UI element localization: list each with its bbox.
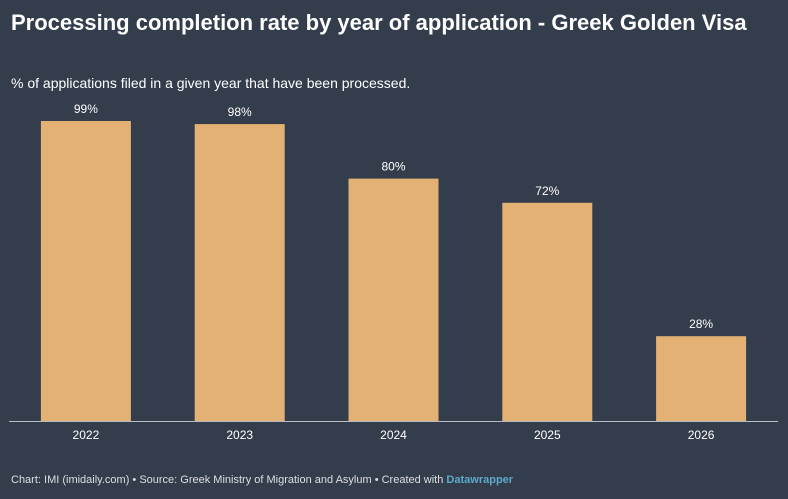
bar-value-label-2025: 72%	[535, 184, 559, 198]
chart-subtitle: % of applications filed in a given year …	[11, 75, 411, 91]
bar-2022	[40, 121, 131, 421]
chart-footer: Chart: IMI (imidaily.com) • Source: Gree…	[11, 473, 513, 487]
bar-2026	[656, 336, 747, 421]
x-tick-label-2023: 2023	[226, 428, 253, 442]
footer-credit: Chart: IMI (imidaily.com) • Source: Gree…	[11, 474, 444, 486]
bar-2024	[348, 178, 439, 421]
chart-title: Processing completion rate by year of ap…	[11, 10, 747, 35]
bar-value-label-2022: 99%	[74, 102, 98, 116]
bar-chart: 99% 2022 98% 2023 80% 2024 72% 2025 28% 2026	[9, 102, 778, 442]
x-tick-label-2022: 2022	[73, 428, 100, 442]
x-tick-label-2024: 2024	[380, 428, 407, 442]
bar-2023	[194, 124, 285, 421]
x-tick-label-2026: 2026	[688, 428, 715, 442]
bar-value-label-2026: 28%	[689, 317, 713, 331]
x-tick-label-2025: 2025	[534, 428, 561, 442]
bar-2025	[502, 202, 593, 421]
bar-value-label-2023: 98%	[228, 105, 252, 119]
datawrapper-link[interactable]: Datawrapper	[446, 474, 514, 486]
bar-value-label-2024: 80%	[381, 160, 405, 174]
